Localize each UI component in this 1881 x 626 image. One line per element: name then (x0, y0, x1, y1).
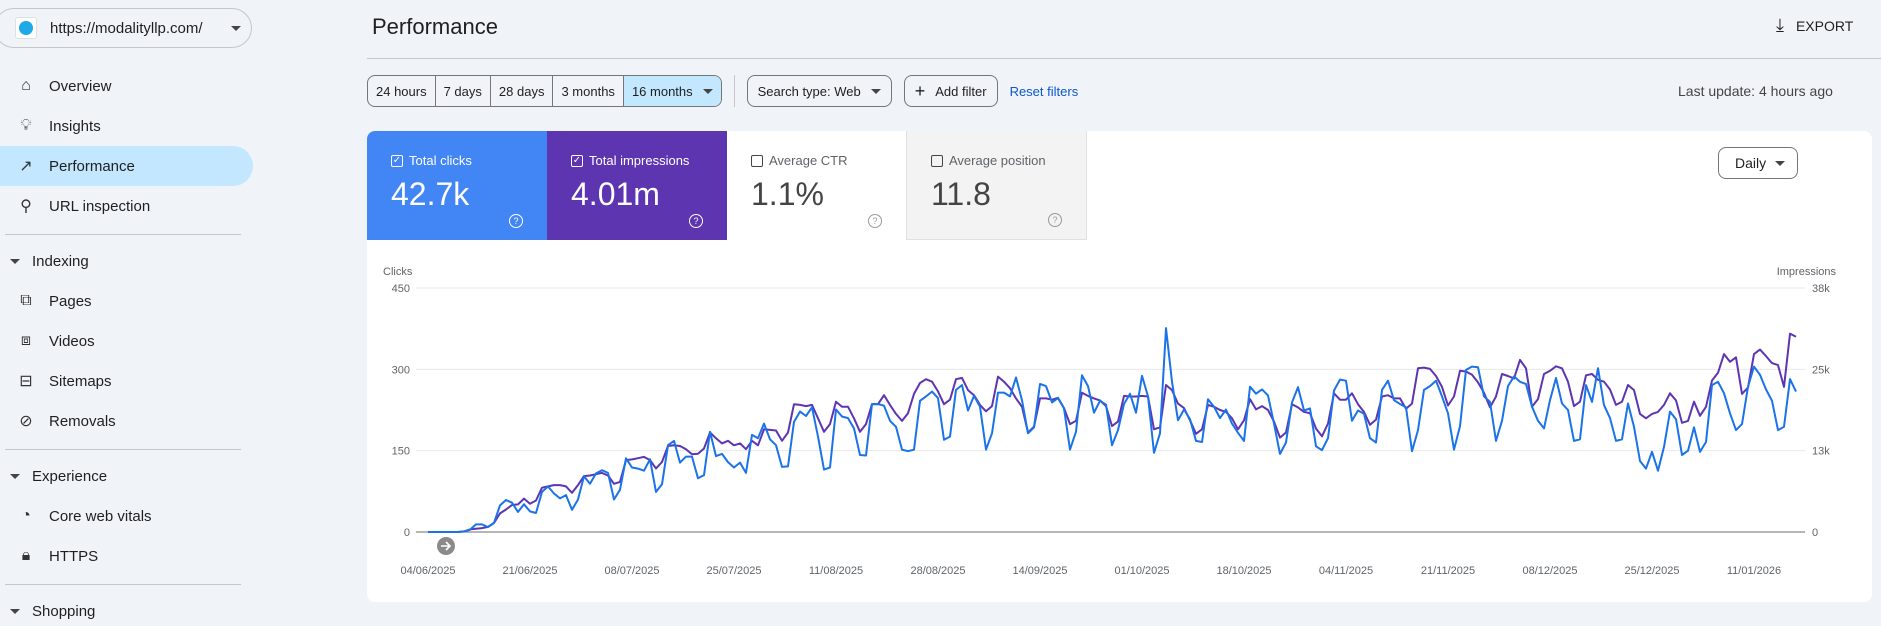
download-icon: ⤓ (1776, 15, 1784, 35)
section-shopping[interactable]: Shopping (10, 596, 95, 626)
home-icon: ⌂ (21, 77, 31, 94)
checkbox-checked-icon[interactable]: ✓ (391, 154, 403, 167)
section-experience[interactable]: Experience (10, 461, 107, 491)
filter-bar: 24 hours 7 days 28 days 3 months 16 mont… (367, 75, 1078, 107)
sidebar-item-label: URL inspection (49, 197, 151, 215)
filter-separator (733, 75, 735, 107)
reset-filters-link[interactable]: Reset filters (1009, 83, 1079, 99)
lock-icon: 🔒︎ (21, 547, 31, 564)
property-url: https://modalityllp.com/ (50, 19, 203, 37)
sidebar-item-videos[interactable]: ⧈ Videos (0, 321, 253, 361)
trending-up-icon: ↗ (19, 158, 33, 175)
sidebar-item-removals[interactable]: ⊘ Removals (0, 401, 253, 441)
sidebar-item-label: Pages (49, 292, 92, 310)
add-filter-button[interactable]: + Add filter (903, 75, 998, 107)
range-28-days[interactable]: 28 days (491, 76, 554, 106)
search-type-label: Search type: Web (757, 83, 861, 99)
sidebar-item-label: Core web vitals (49, 507, 152, 525)
metric-label: Average position (949, 153, 1046, 168)
granularity-label: Daily (1735, 155, 1767, 171)
section-label: Shopping (32, 602, 96, 620)
metric-label: Total impressions (589, 153, 690, 168)
metric-value: 42.7k (391, 176, 470, 212)
section-indexing[interactable]: Indexing (10, 246, 89, 276)
granularity-dropdown[interactable]: Daily (1718, 147, 1798, 179)
sidebar-item-core-web-vitals[interactable]: ◔ Core web vitals (0, 496, 253, 536)
metric-label: Total clicks (409, 153, 472, 168)
range-label: 16 months (631, 83, 693, 99)
sidebar-item-pages[interactable]: ⧉ Pages (0, 281, 253, 321)
sidebar-item-label: Insights (49, 117, 101, 135)
range-16-months[interactable]: 16 months (623, 76, 721, 106)
section-label: Indexing (32, 252, 89, 270)
pages-icon: ⧉ (20, 292, 32, 309)
sitemap-icon: ⊟ (19, 373, 33, 390)
metric-value: 11.8 (931, 176, 991, 212)
sidebar-item-sitemaps[interactable]: ⊟ Sitemaps (0, 361, 253, 401)
search-icon: ⚲ (20, 198, 32, 215)
caret-down-icon (10, 258, 20, 264)
checkbox-unchecked-icon[interactable] (931, 154, 943, 167)
help-icon[interactable]: ? (689, 214, 703, 228)
site-logo-icon (15, 17, 37, 39)
plus-icon: + (914, 80, 926, 101)
checkbox-checked-icon[interactable]: ✓ (571, 154, 583, 167)
caret-down-icon (10, 473, 20, 479)
sidebar-item-label: HTTPS (49, 547, 99, 565)
caret-down-icon (10, 608, 20, 614)
date-range-selector: 24 hours 7 days 28 days 3 months 16 mont… (367, 75, 722, 107)
sidebar-item-performance[interactable]: ↗ Performance (0, 146, 253, 186)
sidebar-item-insights[interactable]: 💡︎ Insights (0, 106, 253, 146)
add-filter-label: Add filter (935, 83, 987, 99)
chevron-down-icon (230, 25, 241, 31)
performance-card: ✓ Total clicks 42.7k ? ✓ Total impressions… (367, 131, 1872, 602)
metric-value: 1.1% (751, 176, 824, 212)
metric-label: Average CTR (769, 153, 848, 168)
sidebar-item-label: Videos (49, 332, 95, 350)
video-icon: ⧈ (20, 332, 32, 349)
section-label: Experience (32, 467, 108, 485)
help-icon[interactable]: ? (1048, 213, 1062, 227)
metric-average-ctr[interactable]: Average CTR 1.1% ? (727, 131, 907, 240)
metric-value: 4.01m (571, 176, 660, 212)
help-icon[interactable]: ? (868, 214, 882, 228)
metric-average-position[interactable]: Average position 11.8 ? (907, 131, 1087, 240)
chevron-down-icon (702, 88, 713, 94)
export-button[interactable]: ⤓ EXPORT (1776, 15, 1853, 36)
range-3-months[interactable]: 3 months (553, 76, 624, 106)
range-24-hours[interactable]: 24 hours (368, 76, 436, 106)
metric-total-clicks[interactable]: ✓ Total clicks 42.7k ? (367, 131, 547, 240)
header-divider (367, 58, 1881, 59)
sidebar-item-overview[interactable]: ⌂ Overview (0, 66, 253, 106)
range-7-days[interactable]: 7 days (436, 76, 491, 106)
checkbox-unchecked-icon[interactable] (751, 154, 763, 167)
sidebar-item-label: Removals (49, 412, 116, 430)
export-label: EXPORT (1795, 17, 1854, 34)
sidebar-item-label: Sitemaps (49, 372, 112, 390)
sidebar-divider (5, 234, 241, 235)
last-update: Last update: 4 hours ago (1678, 83, 1833, 99)
eye-off-icon: ⊘ (19, 413, 33, 430)
sidebar-item-url-inspection[interactable]: ⚲ URL inspection (0, 186, 253, 226)
sidebar-item-label: Overview (49, 77, 112, 95)
sidebar-item-https[interactable]: 🔒︎ HTTPS (0, 536, 253, 576)
chevron-down-icon (870, 88, 881, 94)
search-type-dropdown[interactable]: Search type: Web (746, 75, 892, 107)
sidebar-item-label: Performance (49, 157, 135, 175)
chevron-down-icon (1775, 160, 1785, 166)
page-title: Performance (372, 14, 498, 39)
help-icon[interactable]: ? (509, 214, 523, 228)
speedometer-icon: ◔ (21, 507, 31, 524)
metric-total-impressions[interactable]: ✓ Total impressions 4.01m ? (547, 131, 727, 240)
lightbulb-icon: 💡︎ (20, 117, 32, 134)
sidebar-divider (5, 449, 241, 450)
sidebar-divider (5, 584, 241, 585)
property-selector[interactable]: https://modalityllp.com/ (0, 8, 252, 48)
